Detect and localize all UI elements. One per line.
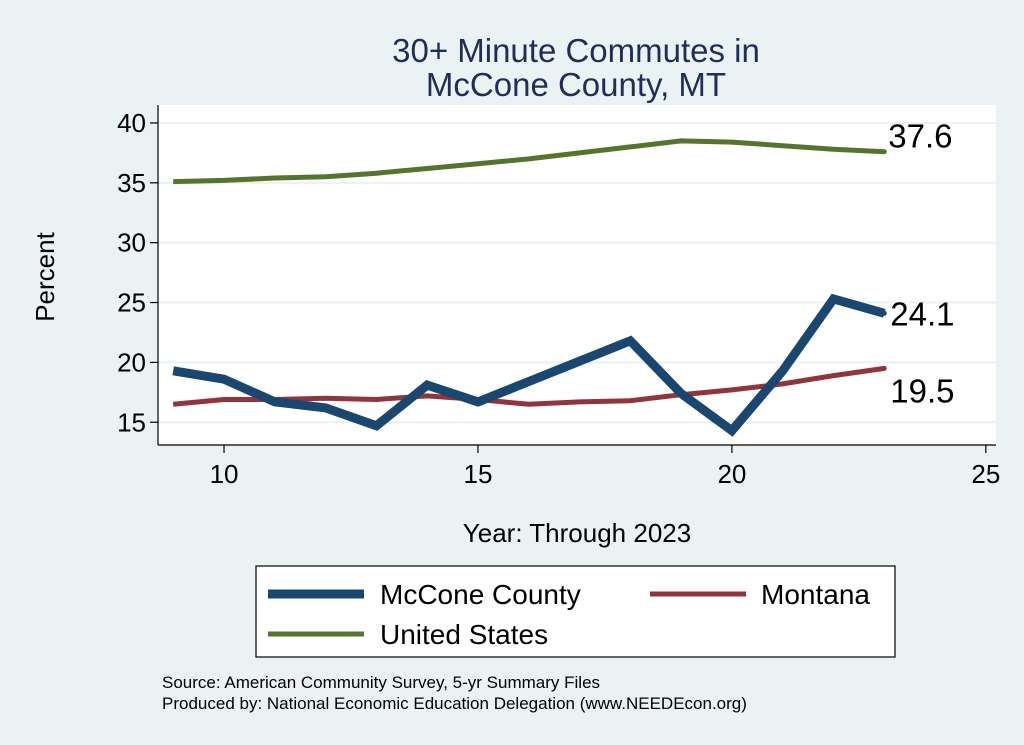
produced-note: Produced by: National Economic Education… [162, 694, 747, 713]
x-tick-label-25: 25 [971, 459, 1000, 489]
series-layer [172, 138, 887, 437]
y-tick-label-15: 15 [117, 407, 146, 437]
end-label-montana: 19.5 [890, 372, 954, 409]
y-tick-label-30: 30 [117, 228, 146, 258]
x-ticks: 10 15 20 25 [210, 445, 1000, 489]
legend-label-us: United States [380, 619, 548, 650]
x-tick-label-10: 10 [210, 459, 239, 489]
y-tick-label-20: 20 [117, 347, 146, 377]
y-ticks: 15 20 25 30 35 40 [117, 108, 158, 437]
legend-label-montana: Montana [761, 579, 870, 610]
x-tick-label-20: 20 [717, 459, 746, 489]
end-label-mccone: 24.1 [890, 295, 954, 332]
y-tick-label-35: 35 [117, 168, 146, 198]
series-end-point-montana [881, 365, 887, 371]
legend-box [255, 565, 896, 658]
end-label-united-states: 37.6 [888, 118, 952, 155]
y-axis-title: Percent [30, 231, 60, 321]
series-end-point-mccone [881, 310, 887, 316]
source-note: Source: American Community Survey, 5-yr … [162, 673, 600, 692]
x-tick-label-15: 15 [464, 459, 493, 489]
end-labels: 19.5 37.6 24.1 [888, 118, 954, 410]
chart-title-line-2: McCone County, MT [426, 66, 726, 103]
chart-title-line-1: 30+ Minute Commutes in [392, 32, 760, 69]
series-line-mccone [172, 293, 886, 437]
gridlines [158, 121, 996, 424]
y-tick-label-25: 25 [117, 288, 146, 318]
x-axis-title: Year: Through 2023 [463, 518, 691, 548]
series-line-united-states [173, 138, 885, 185]
series-end-point-united-states [881, 149, 887, 155]
legend-label-mccone: McCone County [380, 579, 581, 610]
plot-area [158, 105, 996, 445]
y-tick-label-40: 40 [117, 108, 146, 138]
